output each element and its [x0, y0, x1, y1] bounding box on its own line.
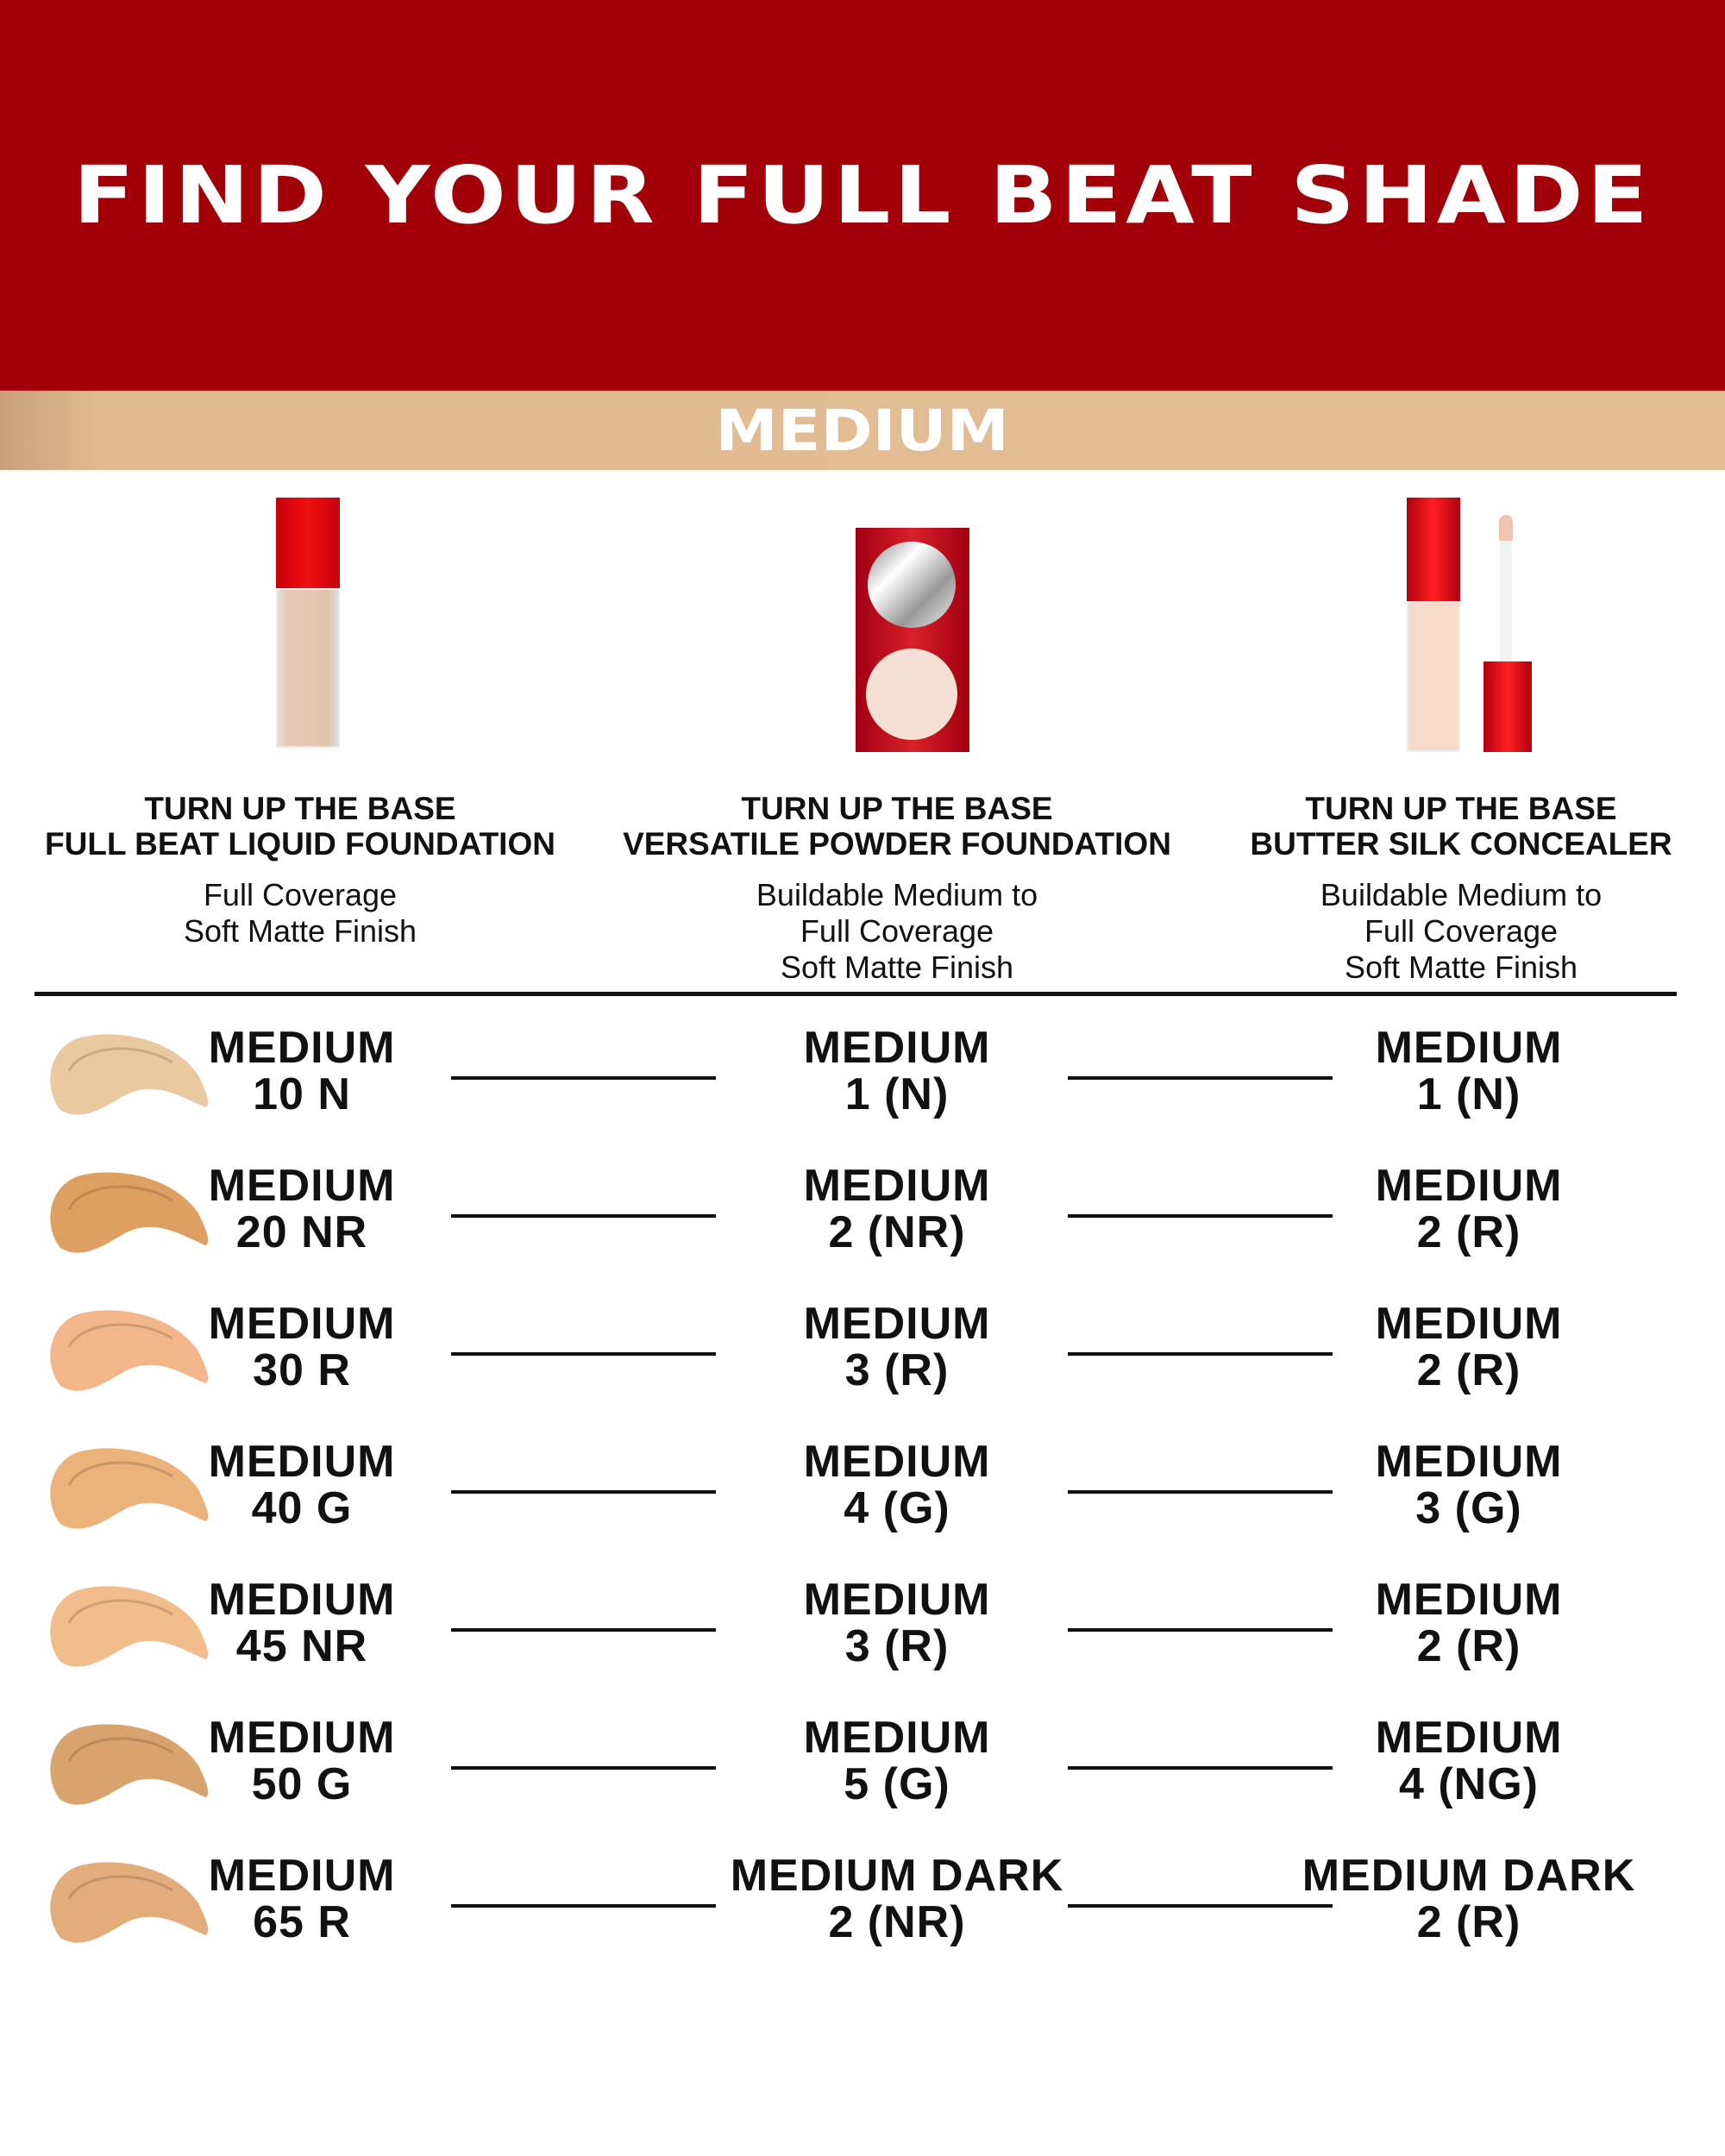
shade-swatch-icon: [50, 1724, 209, 1805]
shade-swatch-icon: [50, 1034, 209, 1115]
shade-liquid: MEDIUM 45 NR: [208, 1575, 396, 1671]
shade-concealer: MEDIUM 2 (R): [1375, 1575, 1563, 1671]
connector-line: [1068, 1490, 1333, 1494]
connector-line: [451, 1766, 716, 1770]
shade-powder: MEDIUM 5 (G): [803, 1713, 991, 1809]
connector-line: [451, 1076, 716, 1080]
page-title: FIND YOUR FULL BEAT SHADE: [73, 149, 1652, 241]
connector-line: [451, 1628, 716, 1632]
shade-row: MEDIUM 65 R MEDIUM DARK 2 (NR) MEDIUM DARK 2 …: [0, 1846, 1725, 1966]
connector-line: [1068, 1904, 1333, 1908]
shade-swatch-icon: [50, 1586, 209, 1667]
shade-concealer: MEDIUM 4 (NG): [1375, 1713, 1563, 1809]
shade-powder: MEDIUM 1 (N): [803, 1023, 991, 1119]
shade-powder: MEDIUM 4 (G): [803, 1437, 991, 1533]
shade-row: MEDIUM 10 N MEDIUM 1 (N) MEDIUM 1 (N): [0, 1018, 1725, 1138]
shade-concealer: MEDIUM DARK 2 (R): [1302, 1851, 1636, 1947]
shade-liquid: MEDIUM 65 R: [208, 1851, 396, 1947]
product-column: TURN UP THE BASE BUTTER SILK CONCEALER Bu…: [1168, 498, 1725, 986]
product-title: TURN UP THE BASE FULL BEAT LIQUID FOUNDAT…: [45, 791, 555, 862]
shade-swatch-icon: [50, 1172, 209, 1253]
shade-liquid: MEDIUM 20 NR: [208, 1161, 396, 1257]
shade-row: MEDIUM 30 R MEDIUM 3 (R) MEDIUM 2 (R): [0, 1294, 1725, 1414]
shade-powder: MEDIUM 3 (R): [803, 1575, 991, 1671]
shade-liquid: MEDIUM 10 N: [208, 1023, 396, 1119]
shade-swatch-icon: [50, 1310, 209, 1391]
connector-line: [1068, 1214, 1333, 1218]
connector-line: [1068, 1628, 1333, 1632]
connector-line: [1068, 1766, 1333, 1770]
shade-row: MEDIUM 20 NR MEDIUM 2 (NR) MEDIUM 2 (R): [0, 1156, 1725, 1276]
shade-concealer: MEDIUM 3 (G): [1375, 1437, 1563, 1533]
shade-swatch-icon: [50, 1448, 209, 1529]
shade-powder: MEDIUM 3 (R): [803, 1299, 991, 1395]
category-band: MEDIUM: [0, 391, 1725, 470]
shade-concealer: MEDIUM 2 (R): [1375, 1299, 1563, 1395]
shade-row: MEDIUM 40 G MEDIUM 4 (G) MEDIUM 3 (G): [0, 1432, 1725, 1552]
shade-concealer: MEDIUM 1 (N): [1375, 1023, 1563, 1119]
product-column: TURN UP THE BASE VERSATILE POWDER FOUNDAT…: [604, 498, 1190, 986]
product-column: TURN UP THE BASE FULL BEAT LIQUID FOUNDAT…: [7, 498, 593, 950]
header-banner: FIND YOUR FULL BEAT SHADE: [0, 0, 1725, 391]
shade-concealer: MEDIUM 2 (R): [1375, 1161, 1563, 1257]
foundation-bottle-icon: [7, 498, 593, 756]
shade-liquid: MEDIUM 30 R: [208, 1299, 396, 1395]
connector-line: [1068, 1076, 1333, 1080]
product-description: Buildable Medium to Full Coverage Soft Mat…: [756, 877, 1038, 985]
concealer-wand-icon: [1168, 498, 1725, 756]
shade-liquid: MEDIUM 40 G: [208, 1437, 396, 1533]
shade-swatch-icon: [50, 1862, 209, 1943]
product-description: Buildable Medium to Full Coverage Soft Mat…: [1320, 877, 1603, 985]
shade-powder: MEDIUM DARK 2 (NR): [730, 1851, 1064, 1947]
connector-line: [451, 1490, 716, 1494]
divider: [34, 992, 1677, 996]
shade-liquid: MEDIUM 50 G: [208, 1713, 396, 1809]
category-title: MEDIUM: [715, 397, 1010, 464]
connector-line: [451, 1352, 716, 1356]
connector-line: [1068, 1352, 1333, 1356]
shade-powder: MEDIUM 2 (NR): [803, 1161, 991, 1257]
powder-compact-icon: [604, 498, 1190, 756]
connector-line: [451, 1904, 716, 1908]
shade-row: MEDIUM 50 G MEDIUM 5 (G) MEDIUM 4 (NG): [0, 1708, 1725, 1828]
product-description: Full Coverage Soft Matte Finish: [183, 877, 417, 949]
product-title: TURN UP THE BASE BUTTER SILK CONCEALER: [1250, 791, 1672, 862]
product-title: TURN UP THE BASE VERSATILE POWDER FOUNDAT…: [623, 791, 1171, 862]
connector-line: [451, 1214, 716, 1218]
shade-row: MEDIUM 45 NR MEDIUM 3 (R) MEDIUM 2 (R): [0, 1570, 1725, 1690]
